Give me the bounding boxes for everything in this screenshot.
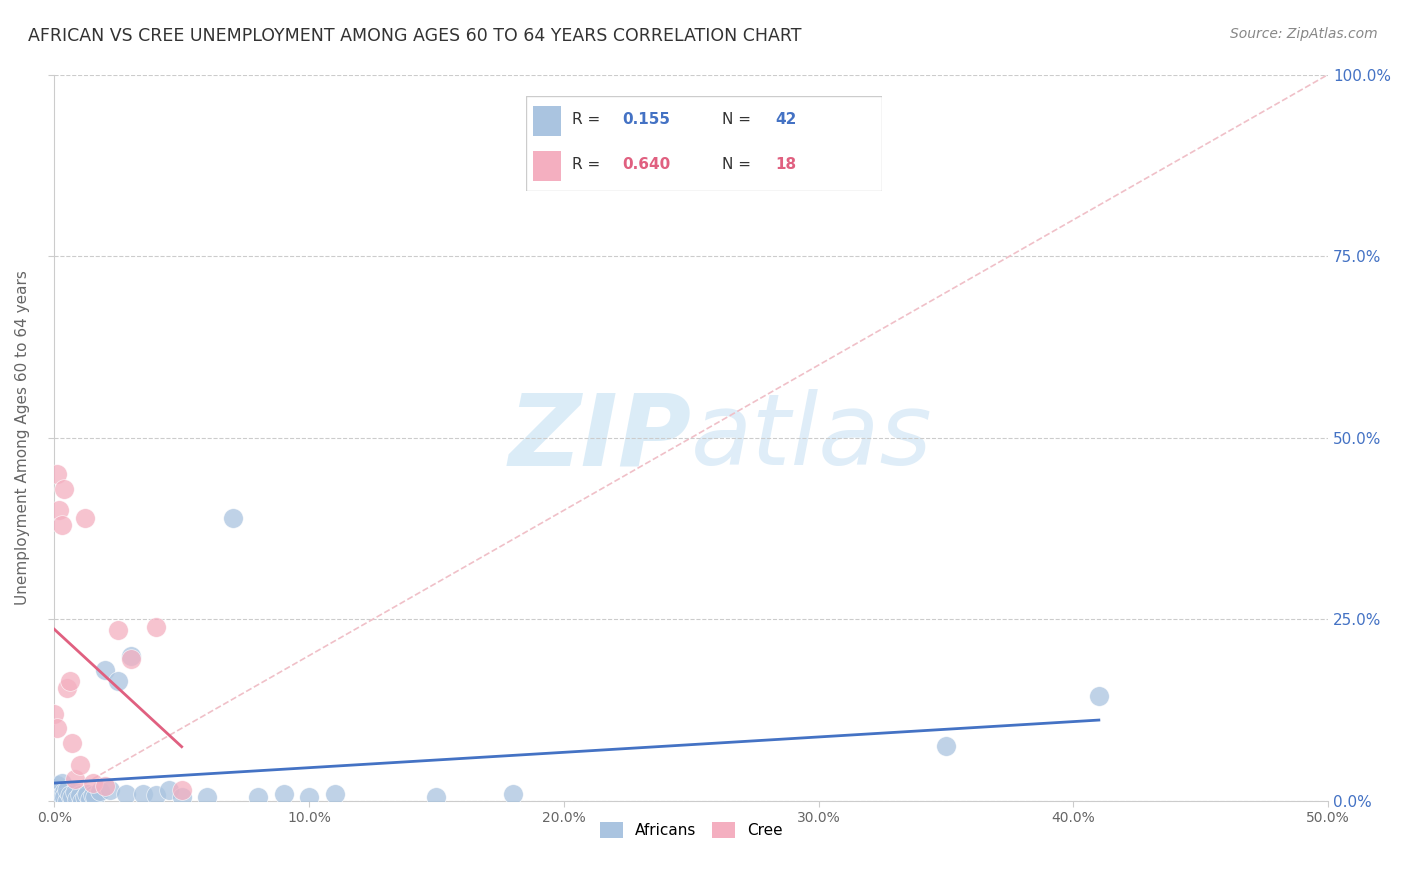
Point xyxy=(170,790,193,805)
Point xyxy=(60,790,83,805)
Point xyxy=(72,794,94,808)
Point xyxy=(45,467,67,481)
Point xyxy=(107,673,129,688)
Point xyxy=(132,787,155,801)
Point xyxy=(82,775,104,789)
Point xyxy=(56,783,79,797)
Point xyxy=(935,739,957,754)
Point xyxy=(45,790,67,805)
Point xyxy=(58,788,80,802)
Point xyxy=(273,787,295,801)
Point xyxy=(56,681,79,696)
Point xyxy=(51,517,73,532)
Point xyxy=(44,706,66,721)
Text: Source: ZipAtlas.com: Source: ZipAtlas.com xyxy=(1230,27,1378,41)
Text: AFRICAN VS CREE UNEMPLOYMENT AMONG AGES 60 TO 64 YEARS CORRELATION CHART: AFRICAN VS CREE UNEMPLOYMENT AMONG AGES … xyxy=(28,27,801,45)
Point xyxy=(114,787,136,801)
Point xyxy=(45,778,67,792)
Text: atlas: atlas xyxy=(692,389,932,486)
Point xyxy=(195,790,218,805)
Point xyxy=(170,783,193,797)
Point xyxy=(53,790,76,805)
Point xyxy=(94,663,117,677)
Point xyxy=(66,791,89,805)
Point xyxy=(76,787,98,801)
Point xyxy=(120,652,142,666)
Point xyxy=(58,673,80,688)
Text: ZIP: ZIP xyxy=(508,389,692,486)
Point xyxy=(94,780,117,794)
Point xyxy=(48,503,70,517)
Point xyxy=(82,788,104,802)
Point xyxy=(69,757,91,772)
Point xyxy=(502,787,524,801)
Point xyxy=(60,736,83,750)
Point xyxy=(145,619,167,633)
Point xyxy=(425,790,447,805)
Point xyxy=(247,790,270,805)
Point xyxy=(1088,689,1111,703)
Legend: Africans, Cree: Africans, Cree xyxy=(593,816,789,844)
Point xyxy=(44,780,66,795)
Point xyxy=(48,787,70,801)
Y-axis label: Unemployment Among Ages 60 to 64 years: Unemployment Among Ages 60 to 64 years xyxy=(15,270,30,605)
Point xyxy=(89,784,111,798)
Point xyxy=(79,791,101,805)
Point xyxy=(63,785,86,799)
Point xyxy=(73,510,96,524)
Point xyxy=(84,790,107,805)
Point xyxy=(51,775,73,789)
Point xyxy=(221,510,243,524)
Point xyxy=(45,721,67,735)
Point xyxy=(120,648,142,663)
Point xyxy=(53,785,76,799)
Point xyxy=(73,790,96,805)
Point xyxy=(107,623,129,637)
Point xyxy=(63,772,86,786)
Point xyxy=(157,783,180,797)
Point xyxy=(69,788,91,802)
Point xyxy=(298,790,321,805)
Point xyxy=(56,794,79,808)
Point xyxy=(145,788,167,802)
Point xyxy=(323,787,346,801)
Point xyxy=(48,794,70,808)
Point xyxy=(51,788,73,802)
Point xyxy=(53,482,76,496)
Point xyxy=(98,783,121,797)
